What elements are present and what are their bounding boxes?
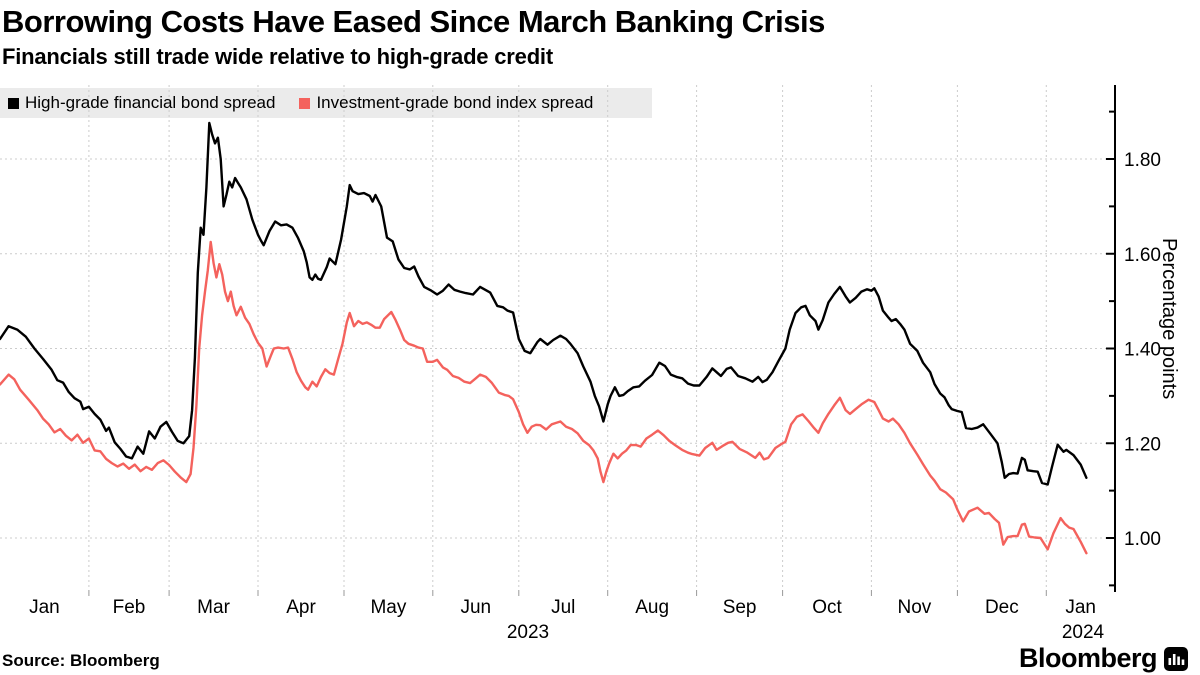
legend-item-high-grade-financial: High-grade financial bond spread [8, 93, 275, 113]
legend-label: High-grade financial bond spread [25, 93, 276, 112]
series-line-0 [0, 121, 1088, 486]
x-tick-label-feb-1: Feb [112, 597, 146, 618]
chart-title: Borrowing Costs Have Eased Since March B… [2, 4, 825, 39]
chart-canvas: 1.00 1.20 1.40 1.60 1.80 [0, 85, 1161, 596]
legend-swatch-red-icon [299, 97, 311, 109]
x-tick-label-jun-5: Jun [460, 597, 492, 618]
x-axis-year-labels: 2023 2024 [0, 622, 1200, 646]
x-axis-month-labels: Jan Feb Mar Apr May Jun Jul Aug Sep Oct Nov Dec Jan [0, 597, 1200, 621]
legend-background [0, 88, 652, 118]
svg-text:1.40: 1.40 [1124, 340, 1161, 361]
x-tick-label-jul-6: Jul [551, 597, 576, 618]
x-tick-label-may-4: May [370, 597, 407, 618]
y-axis-title: Percentage points [1158, 238, 1180, 400]
series-line-1 [0, 240, 1088, 555]
x-tick-label-apr-3: Apr [286, 597, 316, 618]
bloomberg-logo: Bloomberg [1019, 643, 1188, 674]
svg-text:1.80: 1.80 [1124, 150, 1161, 171]
svg-text:1.60: 1.60 [1124, 245, 1161, 266]
x-tick-label-nov-10: Nov [897, 597, 932, 618]
x-tick-label-jan-12: Jan [1065, 597, 1096, 618]
svg-text:1.20: 1.20 [1124, 434, 1161, 455]
legend-label: Investment-grade bond index spread [316, 93, 594, 112]
x-year-label-2023: 2023 [506, 622, 550, 643]
legend-swatch-black-icon [8, 97, 19, 109]
x-tick-label-oct-9: Oct [812, 597, 842, 618]
x-tick-label-aug-7: Aug [635, 597, 670, 618]
x-tick-label-dec-11: Dec [984, 597, 1019, 618]
bloomberg-terminal-icon [1164, 646, 1188, 671]
svg-text:1.00: 1.00 [1124, 529, 1161, 550]
chart-subtitle: Financials still trade wide relative to … [2, 44, 553, 69]
x-tick-label-sep-8: Sep [722, 597, 757, 618]
source-note: Source: Bloomberg [2, 651, 160, 670]
x-tick-label-mar-2: Mar [197, 597, 230, 618]
x-year-label-2024: 2024 [1061, 622, 1105, 643]
x-tick-label-jan-0: Jan [29, 597, 60, 618]
bloomberg-wordmark: Bloomberg [1018, 643, 1158, 673]
chart-legend: High-grade financial bond spread Investm… [0, 88, 652, 118]
legend-item-investment-grade: Investment-grade bond index spread [299, 93, 593, 113]
